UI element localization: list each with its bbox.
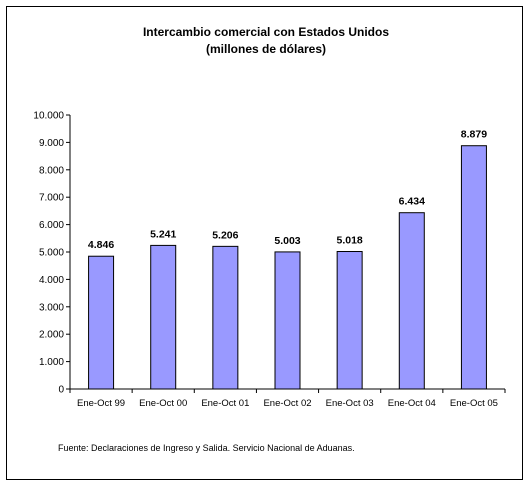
chart-title: Intercambio comercial con Estados Unidos [142,25,390,39]
x-tick-label: Ene-Oct 00 [139,398,187,409]
source-note: Fuente: Declaraciones de Ingreso y Salid… [58,443,355,453]
y-tick-label: 0 [58,385,64,396]
bar [336,251,363,390]
data-label: 5.206 [212,229,238,241]
y-tick-label: 10.000 [33,111,64,122]
x-tick-label: Ene-Oct 01 [201,398,249,409]
x-tick-label: Ene-Oct 03 [326,398,374,409]
y-tick-label: 8.000 [39,165,64,176]
data-label: 5.003 [274,235,300,247]
data-label: 4.846 [88,239,114,251]
x-tick-label: Ene-Oct 02 [263,398,311,409]
y-tick-label: 2.000 [39,330,64,341]
bar [88,255,115,390]
x-tick-label: Ene-Oct 04 [388,398,436,409]
data-label: 8.879 [461,129,487,141]
chart-title-block: Intercambio comercial con Estados Unidos… [0,24,532,58]
bar [398,212,425,390]
chart-subtitle: (millones de dólares) [205,42,327,56]
data-label: 6.434 [399,196,425,208]
y-tick-label: 1.000 [39,357,64,368]
bar [274,251,301,390]
data-label: 5.018 [337,235,363,247]
y-tick-label: 7.000 [39,193,64,204]
bar [212,245,239,390]
chart-frame [6,6,523,480]
data-label: 5.241 [150,228,176,240]
bar [150,244,177,390]
y-tick-label: 6.000 [39,220,64,231]
y-tick-label: 4.000 [39,275,64,286]
y-tick-label: 3.000 [39,302,64,313]
y-tick-label: 9.000 [39,138,64,149]
y-tick-label: 5.000 [39,248,64,259]
x-tick-label: Ene-Oct 05 [450,398,498,409]
x-tick-label: Ene-Oct 99 [77,398,125,409]
bar [460,145,487,390]
